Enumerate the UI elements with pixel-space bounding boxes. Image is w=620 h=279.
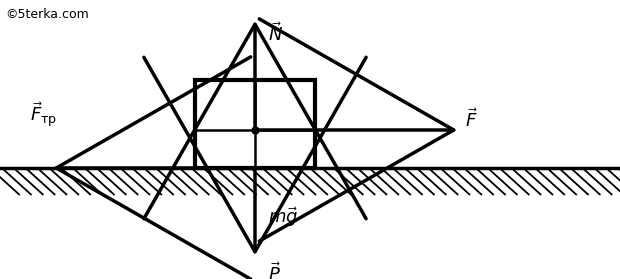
Text: $m\vec{g}$: $m\vec{g}$	[268, 205, 298, 229]
Bar	[195, 80, 315, 168]
Text: $\vec{N}$: $\vec{N}$	[268, 22, 283, 45]
Text: $\vec{F}_{\mathrm{тр}}$: $\vec{F}_{\mathrm{тр}}$	[30, 100, 57, 129]
Text: $\vec{F}$: $\vec{F}$	[465, 109, 477, 131]
Text: ©5terka.com: ©5terka.com	[5, 8, 89, 21]
Text: $\vec{P}$: $\vec{P}$	[268, 262, 281, 279]
